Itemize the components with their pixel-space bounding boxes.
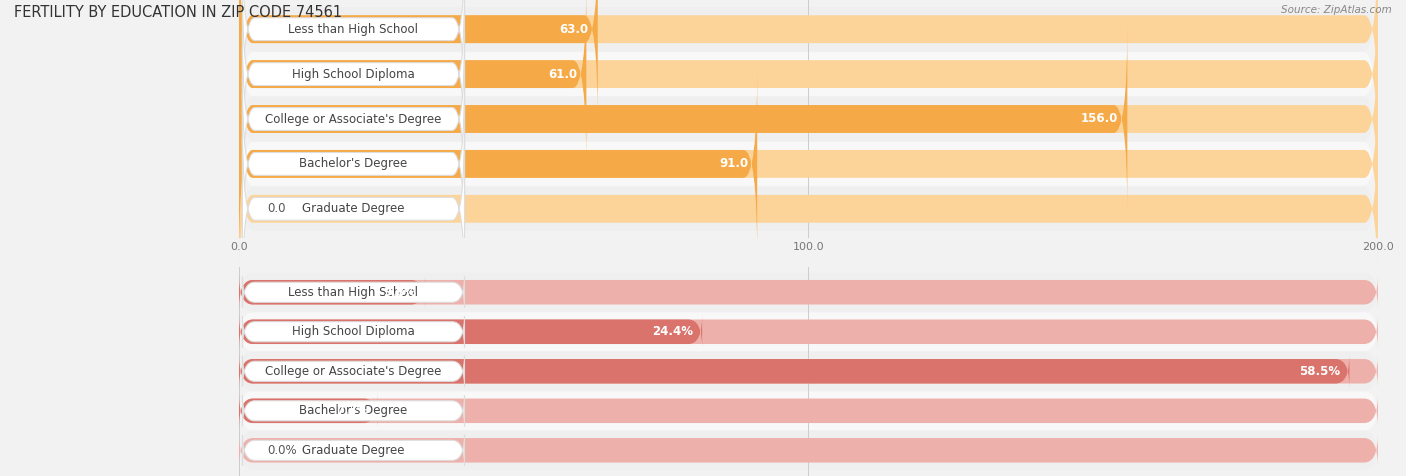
FancyBboxPatch shape	[239, 0, 1378, 123]
Text: 7.3%: 7.3%	[336, 404, 368, 417]
FancyBboxPatch shape	[239, 276, 1378, 308]
Text: Graduate Degree: Graduate Degree	[302, 444, 405, 457]
Text: FERTILITY BY EDUCATION IN ZIP CODE 74561: FERTILITY BY EDUCATION IN ZIP CODE 74561	[14, 5, 342, 20]
Text: 24.4%: 24.4%	[652, 325, 693, 338]
FancyBboxPatch shape	[239, 355, 1378, 387]
FancyBboxPatch shape	[239, 25, 1378, 213]
Text: High School Diploma: High School Diploma	[292, 68, 415, 80]
FancyBboxPatch shape	[242, 0, 464, 159]
Text: College or Associate's Degree: College or Associate's Degree	[266, 112, 441, 126]
Text: Bachelor's Degree: Bachelor's Degree	[299, 404, 408, 417]
Text: Less than High School: Less than High School	[288, 286, 419, 299]
FancyBboxPatch shape	[239, 431, 1378, 470]
FancyBboxPatch shape	[242, 435, 464, 466]
FancyBboxPatch shape	[239, 316, 1378, 348]
FancyBboxPatch shape	[242, 395, 464, 426]
FancyBboxPatch shape	[242, 277, 464, 308]
Text: High School Diploma: High School Diploma	[292, 325, 415, 338]
FancyBboxPatch shape	[242, 123, 464, 294]
FancyBboxPatch shape	[242, 356, 464, 387]
FancyBboxPatch shape	[239, 33, 1378, 205]
Text: Graduate Degree: Graduate Degree	[302, 202, 405, 215]
FancyBboxPatch shape	[239, 70, 758, 258]
Text: Less than High School: Less than High School	[288, 23, 419, 36]
FancyBboxPatch shape	[239, 0, 1378, 115]
Text: 58.5%: 58.5%	[1299, 365, 1340, 378]
FancyBboxPatch shape	[239, 312, 1378, 351]
FancyBboxPatch shape	[239, 78, 1378, 250]
Text: Bachelor's Degree: Bachelor's Degree	[299, 158, 408, 170]
FancyBboxPatch shape	[239, 0, 1378, 160]
Text: Source: ZipAtlas.com: Source: ZipAtlas.com	[1281, 5, 1392, 15]
FancyBboxPatch shape	[242, 79, 464, 249]
FancyBboxPatch shape	[239, 115, 1378, 303]
Text: 91.0: 91.0	[718, 158, 748, 170]
Text: College or Associate's Degree: College or Associate's Degree	[266, 365, 441, 378]
FancyBboxPatch shape	[239, 25, 1128, 213]
FancyBboxPatch shape	[239, 355, 1350, 387]
FancyBboxPatch shape	[242, 0, 464, 115]
Text: 63.0: 63.0	[560, 23, 589, 36]
FancyBboxPatch shape	[239, 0, 598, 123]
FancyBboxPatch shape	[239, 123, 1378, 295]
FancyBboxPatch shape	[239, 395, 378, 427]
FancyBboxPatch shape	[239, 0, 1378, 168]
FancyBboxPatch shape	[239, 316, 702, 348]
FancyBboxPatch shape	[239, 395, 1378, 427]
FancyBboxPatch shape	[239, 0, 586, 168]
FancyBboxPatch shape	[239, 434, 1378, 466]
FancyBboxPatch shape	[242, 316, 464, 347]
FancyBboxPatch shape	[239, 276, 425, 308]
FancyBboxPatch shape	[242, 33, 464, 205]
Text: 0.0: 0.0	[267, 202, 285, 215]
FancyBboxPatch shape	[239, 70, 1378, 258]
Text: 9.8%: 9.8%	[382, 286, 416, 299]
Text: 61.0: 61.0	[548, 68, 578, 80]
FancyBboxPatch shape	[239, 352, 1378, 391]
Text: 0.0%: 0.0%	[267, 444, 297, 457]
FancyBboxPatch shape	[239, 391, 1378, 430]
Text: 156.0: 156.0	[1081, 112, 1118, 126]
FancyBboxPatch shape	[239, 273, 1378, 312]
